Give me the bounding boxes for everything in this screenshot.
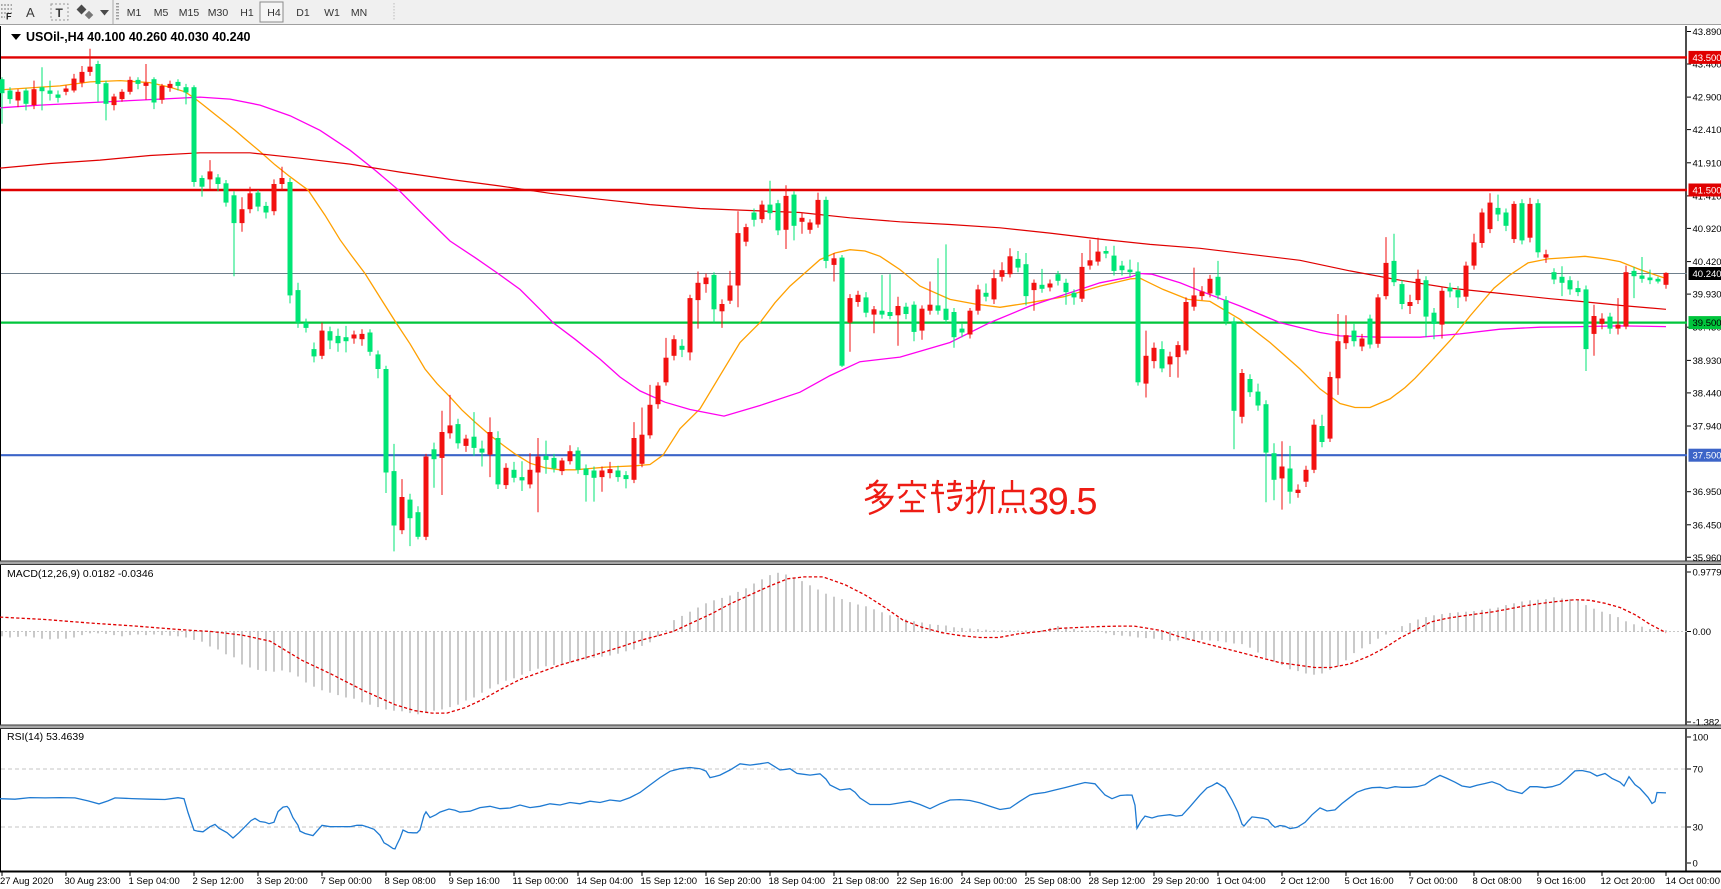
svg-text:H4: H4 — [267, 7, 281, 19]
svg-text:5 Oct 16:00: 5 Oct 16:00 — [1345, 876, 1394, 887]
svg-text:22 Sep 16:00: 22 Sep 16:00 — [897, 876, 954, 887]
svg-text:7 Oct 00:00: 7 Oct 00:00 — [1409, 876, 1458, 887]
svg-text:36.950: 36.950 — [1693, 487, 1721, 498]
svg-text:39.500: 39.500 — [1693, 318, 1721, 329]
svg-text:40.420: 40.420 — [1693, 257, 1721, 268]
svg-text:18 Sep 04:00: 18 Sep 04:00 — [769, 876, 826, 887]
svg-text:F: F — [6, 12, 12, 22]
svg-text:H1: H1 — [240, 7, 254, 19]
svg-text:21 Sep 08:00: 21 Sep 08:00 — [833, 876, 890, 887]
svg-text:39.5: 39.5 — [1028, 481, 1096, 523]
svg-text:42.410: 42.410 — [1693, 125, 1721, 136]
svg-text:41.910: 41.910 — [1693, 158, 1721, 169]
svg-text:41.410: 41.410 — [1693, 191, 1721, 202]
svg-text:M15: M15 — [179, 7, 200, 19]
svg-text:D1: D1 — [296, 7, 310, 19]
svg-text:16 Sep 20:00: 16 Sep 20:00 — [705, 876, 762, 887]
svg-text:25 Sep 08:00: 25 Sep 08:00 — [1025, 876, 1082, 887]
svg-text:7 Sep 00:00: 7 Sep 00:00 — [321, 876, 372, 887]
svg-text:M1: M1 — [127, 7, 142, 19]
svg-text:2 Oct 12:00: 2 Oct 12:00 — [1281, 876, 1330, 887]
svg-text:43.500: 43.500 — [1693, 53, 1721, 64]
svg-text:M5: M5 — [154, 7, 169, 19]
svg-text:MACD(12,26,9) 0.0182 -0.0346: MACD(12,26,9) 0.0182 -0.0346 — [7, 568, 154, 580]
svg-text:39.930: 39.930 — [1693, 290, 1721, 301]
svg-text:T: T — [56, 6, 64, 20]
svg-text:37.940: 37.940 — [1693, 422, 1721, 433]
svg-text:9 Sep 16:00: 9 Sep 16:00 — [449, 876, 500, 887]
svg-text:27 Aug 2020: 27 Aug 2020 — [0, 876, 53, 887]
svg-text:14 Oct 00:00: 14 Oct 00:00 — [1666, 876, 1720, 887]
svg-text:30 Aug 23:00: 30 Aug 23:00 — [65, 876, 121, 887]
svg-text:3 Sep 20:00: 3 Sep 20:00 — [257, 876, 308, 887]
svg-text:28 Sep 12:00: 28 Sep 12:00 — [1089, 876, 1146, 887]
svg-text:41.500: 41.500 — [1693, 186, 1721, 197]
svg-text:43.400: 43.400 — [1693, 60, 1721, 71]
svg-text:35.960: 35.960 — [1693, 553, 1721, 564]
svg-text:A: A — [26, 5, 35, 20]
svg-text:8 Oct 08:00: 8 Oct 08:00 — [1473, 876, 1522, 887]
svg-text:38.930: 38.930 — [1693, 356, 1721, 367]
svg-text:RSI(14) 53.4639: RSI(14) 53.4639 — [7, 731, 84, 743]
svg-text:1 Oct 04:00: 1 Oct 04:00 — [1217, 876, 1266, 887]
svg-text:42.900: 42.900 — [1693, 93, 1721, 104]
svg-text:37.500: 37.500 — [1693, 451, 1721, 462]
svg-text:14 Sep 04:00: 14 Sep 04:00 — [577, 876, 634, 887]
svg-text:W1: W1 — [324, 7, 340, 19]
svg-text:36.450: 36.450 — [1693, 520, 1721, 531]
svg-text:43.890: 43.890 — [1693, 27, 1721, 38]
svg-text:2 Sep 12:00: 2 Sep 12:00 — [193, 876, 244, 887]
svg-text:40.240: 40.240 — [1693, 269, 1721, 280]
svg-text:24 Sep 00:00: 24 Sep 00:00 — [961, 876, 1018, 887]
svg-text:0.00: 0.00 — [1693, 627, 1712, 638]
svg-text:40.920: 40.920 — [1693, 224, 1721, 235]
svg-text:15 Sep 12:00: 15 Sep 12:00 — [641, 876, 698, 887]
svg-text:11 Sep 00:00: 11 Sep 00:00 — [513, 876, 569, 887]
svg-text:100: 100 — [1693, 733, 1709, 744]
svg-text:0: 0 — [1693, 859, 1698, 870]
svg-text:30: 30 — [1693, 823, 1704, 834]
svg-text:9 Oct 16:00: 9 Oct 16:00 — [1537, 876, 1586, 887]
svg-text:12 Oct 20:00: 12 Oct 20:00 — [1601, 876, 1655, 887]
svg-text:38.440: 38.440 — [1693, 388, 1721, 399]
svg-text:-1.382: -1.382 — [1693, 718, 1720, 729]
svg-text:8 Sep 08:00: 8 Sep 08:00 — [385, 876, 436, 887]
svg-text:MN: MN — [351, 7, 367, 19]
svg-text:0.9779: 0.9779 — [1693, 568, 1721, 579]
svg-text:29 Sep 20:00: 29 Sep 20:00 — [1153, 876, 1210, 887]
svg-text:70: 70 — [1693, 765, 1704, 776]
svg-text:1 Sep 04:00: 1 Sep 04:00 — [129, 876, 180, 887]
svg-text:USOil-,H4 40.100 40.260 40.03: USOil-,H4 40.100 40.260 40.030 40.240 — [26, 30, 251, 44]
svg-text:M30: M30 — [208, 7, 229, 19]
